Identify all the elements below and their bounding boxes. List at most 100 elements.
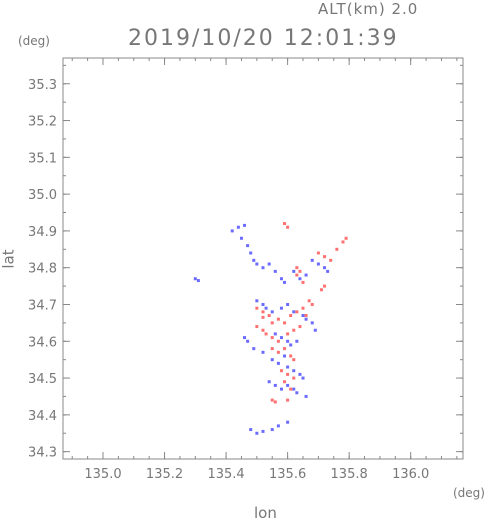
data-point (295, 339, 299, 343)
data-point (273, 269, 277, 273)
data-point (286, 398, 290, 402)
y-tick-label: 35.2 (28, 115, 57, 130)
y-tick-label: 34.8 (28, 262, 57, 277)
data-point (249, 251, 253, 255)
data-point (316, 251, 320, 255)
data-point (255, 262, 259, 266)
data-point (255, 306, 259, 310)
data-point (319, 288, 323, 292)
data-point (304, 317, 308, 321)
y-tick-label: 34.7 (28, 298, 57, 313)
data-point (289, 343, 293, 347)
y-tick-label: 35.0 (28, 188, 57, 203)
data-point (252, 258, 256, 262)
data-point (310, 321, 314, 325)
data-point (236, 225, 240, 229)
data-point (261, 429, 265, 433)
data-point (230, 229, 234, 233)
data-point (292, 328, 296, 332)
data-point (261, 328, 265, 332)
plot-frame (62, 57, 464, 460)
data-point (255, 299, 259, 303)
data-point (249, 428, 253, 432)
data-point (267, 380, 271, 384)
data-point (267, 262, 271, 266)
x-tick-label: 135.0 (84, 467, 121, 482)
data-point (286, 339, 290, 343)
y-tick-label: 34.5 (28, 372, 57, 387)
data-point (261, 266, 265, 270)
y-tick-label: 35.1 (28, 151, 57, 166)
data-point (261, 315, 265, 319)
x-tick-label: 135.2 (146, 467, 183, 482)
data-point (298, 325, 302, 329)
data-point (252, 347, 256, 351)
data-point (279, 336, 283, 340)
data-point (301, 376, 305, 380)
data-point (323, 266, 327, 270)
data-point (323, 284, 327, 288)
data-point (243, 336, 247, 340)
data-point (286, 420, 290, 424)
x-tick-label: 135.8 (331, 467, 368, 482)
data-point (286, 365, 290, 369)
data-point (286, 383, 290, 387)
y-tick-label: 34.9 (28, 225, 57, 240)
data-point (283, 354, 287, 358)
data-point (273, 400, 277, 404)
data-point (273, 332, 277, 336)
data-point (313, 328, 317, 332)
data-point (292, 358, 296, 362)
data-point (276, 424, 280, 428)
data-point (270, 336, 274, 340)
data-point (304, 273, 308, 277)
data-point (270, 428, 274, 432)
chart-title: 2019/10/20 12:01:39 (128, 26, 399, 51)
data-point (323, 255, 327, 259)
data-point (292, 387, 296, 391)
data-point (292, 310, 296, 314)
data-point (279, 369, 283, 373)
data-point (243, 223, 247, 227)
data-point (301, 306, 305, 310)
data-point (261, 350, 265, 354)
x-tick-label: 135.4 (207, 467, 244, 482)
data-point (301, 314, 305, 318)
data-point (344, 236, 348, 240)
data-point (267, 314, 271, 318)
data-point (286, 302, 290, 306)
data-point (295, 391, 299, 395)
data-point (298, 277, 302, 281)
data-point (295, 310, 299, 314)
data-point (246, 339, 250, 343)
y-tick-label: 34.3 (28, 446, 57, 461)
data-point (298, 269, 302, 273)
data-point (341, 240, 345, 244)
y-tick-label: 34.6 (28, 335, 57, 350)
data-point (276, 350, 280, 354)
data-point (292, 369, 296, 373)
data-point (316, 262, 320, 266)
data-point (270, 347, 274, 351)
altitude-label: ALT(km) 2.0 (318, 0, 419, 18)
data-point (304, 314, 308, 318)
data-point (283, 321, 287, 325)
data-point (239, 236, 243, 240)
data-point (270, 358, 274, 362)
data-point (270, 310, 274, 314)
data-point (286, 332, 290, 336)
y-tick-label: 35.3 (28, 78, 57, 93)
data-point (261, 302, 265, 306)
x-axis-label: lon (254, 504, 277, 522)
data-point (283, 380, 287, 384)
data-points (193, 222, 348, 435)
data-point (295, 273, 299, 277)
data-point (292, 376, 296, 380)
data-point (264, 306, 268, 310)
data-point (255, 431, 259, 435)
data-point (279, 387, 283, 391)
tick-labels: 135.0 135.2 135.4 135.6 135.8 136.0 34.3 34.4 34… (28, 78, 429, 482)
data-point (307, 299, 311, 303)
data-point (283, 347, 287, 351)
